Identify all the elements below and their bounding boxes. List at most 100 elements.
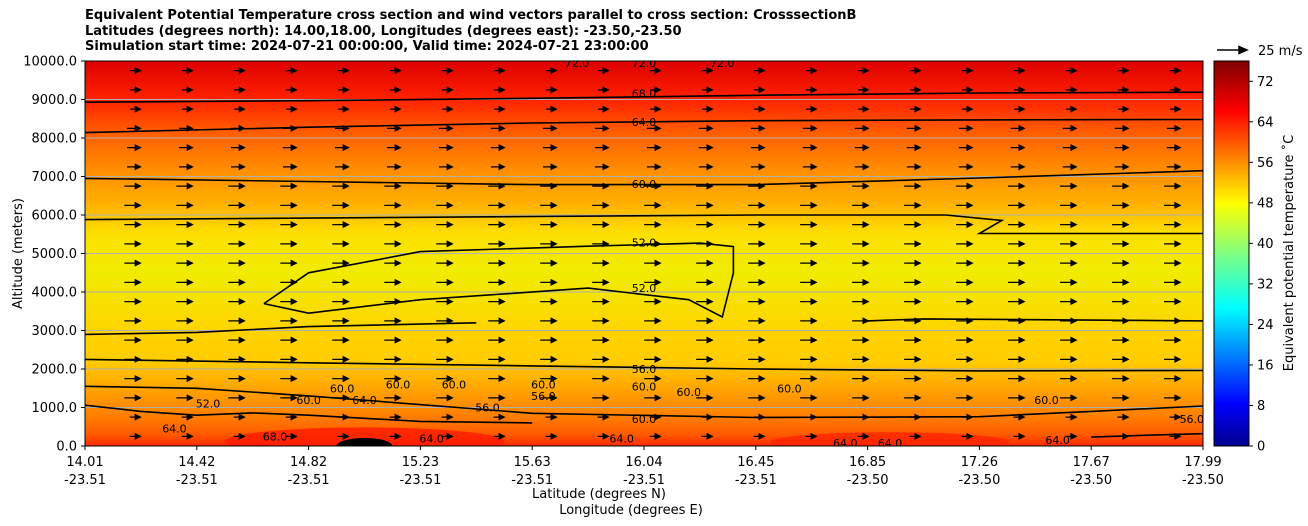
wind-vector: [802, 144, 818, 152]
wind-vector: [334, 163, 350, 171]
wind-vector: [282, 124, 298, 132]
wind-vector: [338, 105, 350, 113]
wind-vector: [441, 413, 454, 421]
colorbar-tick-label: 40: [1257, 237, 1274, 252]
contour-line: [263, 242, 735, 319]
wind-vector: [1008, 259, 1026, 267]
wind-vector: [332, 278, 350, 286]
wind-vector: [436, 375, 454, 383]
wind-vector: [753, 413, 766, 421]
wind-vector: [384, 278, 402, 286]
wind-vector: [956, 240, 974, 248]
wind-vector: [1008, 240, 1026, 248]
wind-vector: [129, 432, 142, 440]
wind-vector: [909, 67, 922, 75]
wind-vector: [332, 394, 350, 402]
wind-vector: [805, 432, 818, 440]
wind-vector: [176, 375, 194, 383]
wind-vector: [698, 144, 714, 152]
wind-vector: [1060, 240, 1078, 248]
wind-vector: [1169, 432, 1182, 440]
x-tick-label-lon: -23.51: [176, 473, 218, 488]
wind-vector: [234, 86, 246, 94]
wind-vector: [540, 182, 558, 190]
wind-vector: [753, 432, 766, 440]
contour-label: 60.0: [1034, 394, 1059, 407]
wind-vector: [384, 317, 402, 325]
contour-label: 64.0: [609, 432, 634, 445]
wind-vector: [178, 124, 194, 132]
wind-vector: [1117, 86, 1130, 94]
wind-vector: [857, 413, 870, 421]
wind-vector: [286, 67, 298, 75]
wind-vector: [956, 394, 974, 402]
wind-vector: [332, 221, 350, 229]
wind-vector: [178, 144, 194, 152]
wind-vector: [854, 144, 870, 152]
wind-vector: [854, 163, 870, 171]
wind-vector: [390, 105, 402, 113]
wind-vector: [1065, 67, 1078, 75]
wind-vector: [702, 67, 714, 75]
wind-vector: [594, 163, 610, 171]
wind-vector: [644, 317, 662, 325]
wind-vector: [488, 394, 506, 402]
wind-vector: [1164, 182, 1182, 190]
wind-vector: [230, 163, 246, 171]
wind-vector: [228, 221, 246, 229]
wind-vector: [176, 298, 194, 306]
wind-vector: [390, 86, 402, 94]
wind-vector: [1166, 124, 1182, 132]
wind-vector: [332, 375, 350, 383]
wind-vector: [124, 298, 142, 306]
wind-vector: [286, 105, 298, 113]
colorbar-tick-label: 24: [1257, 318, 1274, 333]
wind-vector: [961, 105, 974, 113]
wind-vector: [644, 278, 662, 286]
wind-vectors: [124, 67, 1182, 440]
wind-vector: [540, 201, 558, 209]
wind-vector: [1166, 144, 1182, 152]
wind-vector: [1169, 67, 1182, 75]
wind-vector: [234, 67, 246, 75]
wind-vector: [280, 201, 298, 209]
wind-vector: [436, 336, 454, 344]
wind-vector: [1117, 432, 1130, 440]
wind-vector: [956, 375, 974, 383]
wind-vector: [649, 413, 662, 421]
wind-vector: [494, 67, 506, 75]
wind-vector: [852, 355, 870, 363]
wind-vector: [124, 394, 142, 402]
wind-vector: [488, 336, 506, 344]
wind-vector: [1010, 144, 1026, 152]
wind-vector: [228, 317, 246, 325]
wind-vector: [750, 163, 766, 171]
wind-vector: [592, 394, 610, 402]
wind-vector: [332, 201, 350, 209]
wind-vector: [852, 375, 870, 383]
wind-vector: [805, 105, 818, 113]
wind-vector: [1164, 394, 1182, 402]
wind-vector: [334, 124, 350, 132]
wind-vector: [1062, 144, 1078, 152]
wind-vector: [1008, 336, 1026, 344]
wind-vector: [230, 144, 246, 152]
wind-vector: [696, 317, 714, 325]
wind-vector: [1010, 163, 1026, 171]
wind-vector: [540, 278, 558, 286]
wind-vector: [129, 413, 142, 421]
wind-vector: [1060, 298, 1078, 306]
wind-vector: [909, 86, 922, 94]
wind-vector: [540, 375, 558, 383]
wind-vector: [1008, 278, 1026, 286]
contour-label: 60.0: [676, 386, 701, 399]
wind-vector: [904, 394, 922, 402]
wind-vector: [748, 278, 766, 286]
wind-vector: [852, 259, 870, 267]
wind-vector: [644, 259, 662, 267]
wind-vector: [332, 317, 350, 325]
wind-vector: [176, 355, 194, 363]
wind-vector: [1060, 317, 1078, 325]
wind-vector: [904, 182, 922, 190]
colorbar-tick-label: 32: [1257, 277, 1274, 292]
